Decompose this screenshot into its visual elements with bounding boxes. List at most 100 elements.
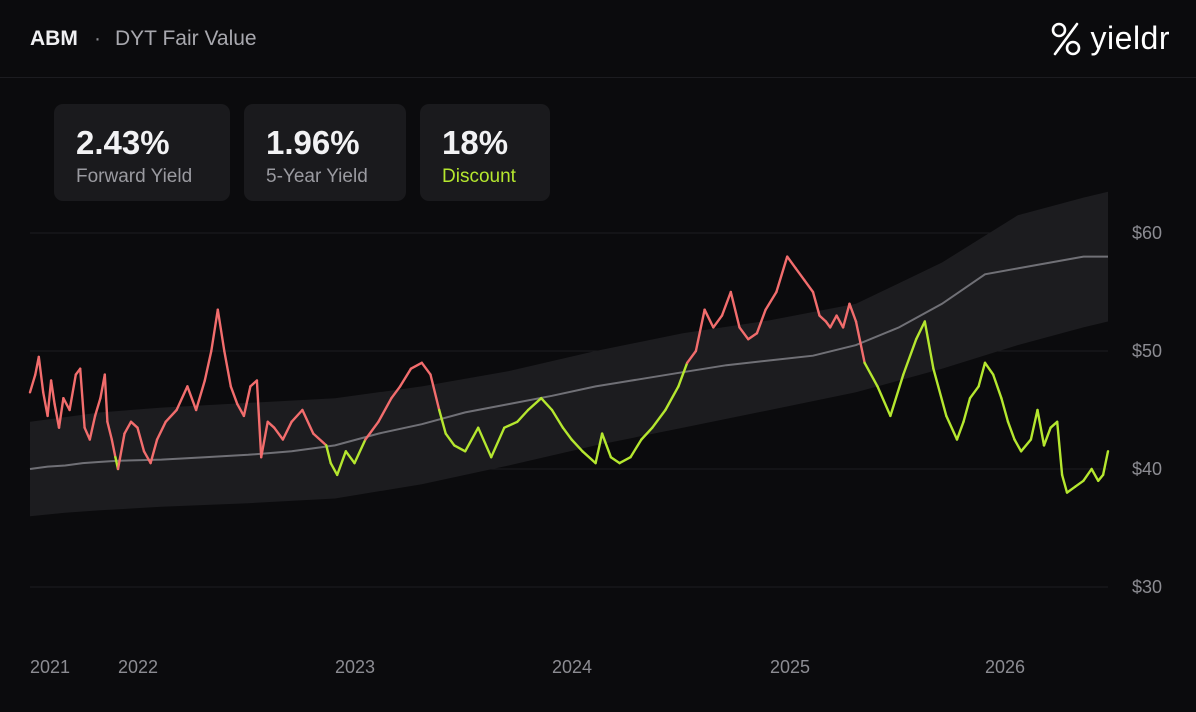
- price-segment: [281, 420, 293, 441]
- price-segment: [863, 361, 879, 388]
- price-segment: [962, 397, 972, 423]
- price-segment: [364, 420, 380, 441]
- price-segment: [600, 432, 613, 459]
- price-segment: [429, 373, 441, 412]
- price-segment: [37, 355, 45, 394]
- price-segment: [1060, 473, 1069, 494]
- price-segment: [353, 438, 367, 465]
- discount-value: 18%: [442, 124, 509, 161]
- price-segment: [848, 302, 858, 323]
- price-segment: [1042, 426, 1052, 447]
- price-segment: [142, 450, 152, 465]
- x-tick-label: 2024: [552, 657, 592, 677]
- price-segment: [664, 385, 680, 412]
- x-tick-label: 2023: [335, 657, 375, 677]
- price-segment: [786, 255, 797, 270]
- price-segment: [1073, 479, 1085, 488]
- price-segment: [106, 420, 114, 441]
- price-segment: [260, 420, 269, 459]
- price-segment: [490, 426, 506, 459]
- price-segment: [540, 397, 554, 412]
- price-segment: [420, 361, 432, 376]
- price-segment: [62, 397, 71, 412]
- price-segment: [28, 373, 37, 394]
- price-segment: [1036, 408, 1046, 447]
- price-segment: [186, 385, 198, 412]
- price-segment: [694, 308, 706, 353]
- x-tick-label: 2025: [770, 657, 810, 677]
- price-segment: [329, 461, 339, 477]
- y-tick-label: $30: [1132, 577, 1162, 597]
- price-segment: [503, 420, 519, 429]
- price-segment: [194, 379, 207, 412]
- ticker-symbol[interactable]: ABM: [30, 27, 78, 50]
- price-segment: [640, 426, 654, 441]
- price-segment: [755, 308, 767, 335]
- price-segment: [829, 314, 838, 329]
- price-segment: [336, 450, 347, 477]
- five-year-yield-card[interactable]: 1.96% 5-Year Yield: [244, 104, 406, 201]
- yieldr-logo[interactable]: yieldr: [1051, 20, 1170, 57]
- logo-text: yieldr: [1090, 20, 1170, 56]
- price-segment: [1101, 450, 1110, 477]
- y-tick-label: $50: [1132, 341, 1162, 361]
- forward-yield-value: 2.43%: [76, 124, 170, 161]
- price-segment: [561, 426, 573, 441]
- price-segment: [1006, 420, 1016, 441]
- price-segment: [677, 361, 689, 388]
- price-segment: [955, 420, 965, 441]
- price-segment: [46, 379, 53, 418]
- price-segment: [49, 379, 56, 406]
- price-segment: [149, 438, 159, 465]
- price-segment: [325, 444, 332, 465]
- price-segment: [116, 432, 126, 471]
- price-segment: [945, 414, 959, 441]
- five-year-yield-value: 1.96%: [266, 124, 360, 161]
- price-segment: [266, 420, 276, 429]
- price-segment: [1096, 473, 1105, 482]
- price-segment: [570, 438, 584, 453]
- title-separator: ·: [94, 27, 101, 50]
- price-segment: [88, 414, 97, 441]
- price-segment: [453, 444, 467, 453]
- price-segment: [712, 314, 724, 329]
- x-tick-label: 2026: [985, 657, 1025, 677]
- five-year-yield-label: 5-Year Yield: [266, 166, 368, 187]
- price-segment: [377, 397, 393, 423]
- price-segment: [93, 397, 102, 418]
- price-segment: [923, 320, 935, 370]
- price-segment: [255, 379, 263, 459]
- price-segment: [618, 456, 632, 465]
- price-segment: [242, 385, 252, 418]
- forward-yield-label: Forward Yield: [76, 166, 193, 187]
- price-segment: [854, 320, 866, 364]
- forward-yield-card[interactable]: 2.43% Forward Yield: [54, 104, 230, 201]
- metric-cards: 2.43% Forward Yield 1.96% 5-Year Yield 1…: [54, 104, 550, 201]
- price-segment: [841, 302, 851, 329]
- price-segment: [438, 408, 447, 435]
- price-segment: [703, 308, 715, 329]
- price-segment: [835, 314, 845, 329]
- price-segment: [103, 373, 109, 423]
- price-segment: [775, 255, 789, 294]
- chart-subtitle: DYT Fair Value: [115, 27, 257, 50]
- y-tick-label: $60: [1132, 223, 1162, 243]
- price-segment: [764, 290, 778, 311]
- price-segment: [818, 314, 828, 323]
- price-segment: [464, 426, 480, 453]
- price-segment: [1055, 420, 1064, 477]
- y-axis-ticks: $60 $50 $40 $30: [1132, 223, 1162, 597]
- price-segment: [409, 361, 423, 370]
- discount-card[interactable]: 18% Discount: [420, 104, 550, 201]
- price-segment: [78, 367, 86, 429]
- price-segment: [1065, 485, 1077, 494]
- discount-label: Discount: [442, 166, 516, 187]
- price-segment: [651, 408, 667, 429]
- y-tick-label: $40: [1132, 459, 1162, 479]
- price-segment: [390, 385, 402, 400]
- price-segment: [110, 438, 117, 459]
- price-segment: [210, 308, 220, 353]
- price-segment: [1019, 438, 1033, 453]
- price-segment: [175, 385, 189, 412]
